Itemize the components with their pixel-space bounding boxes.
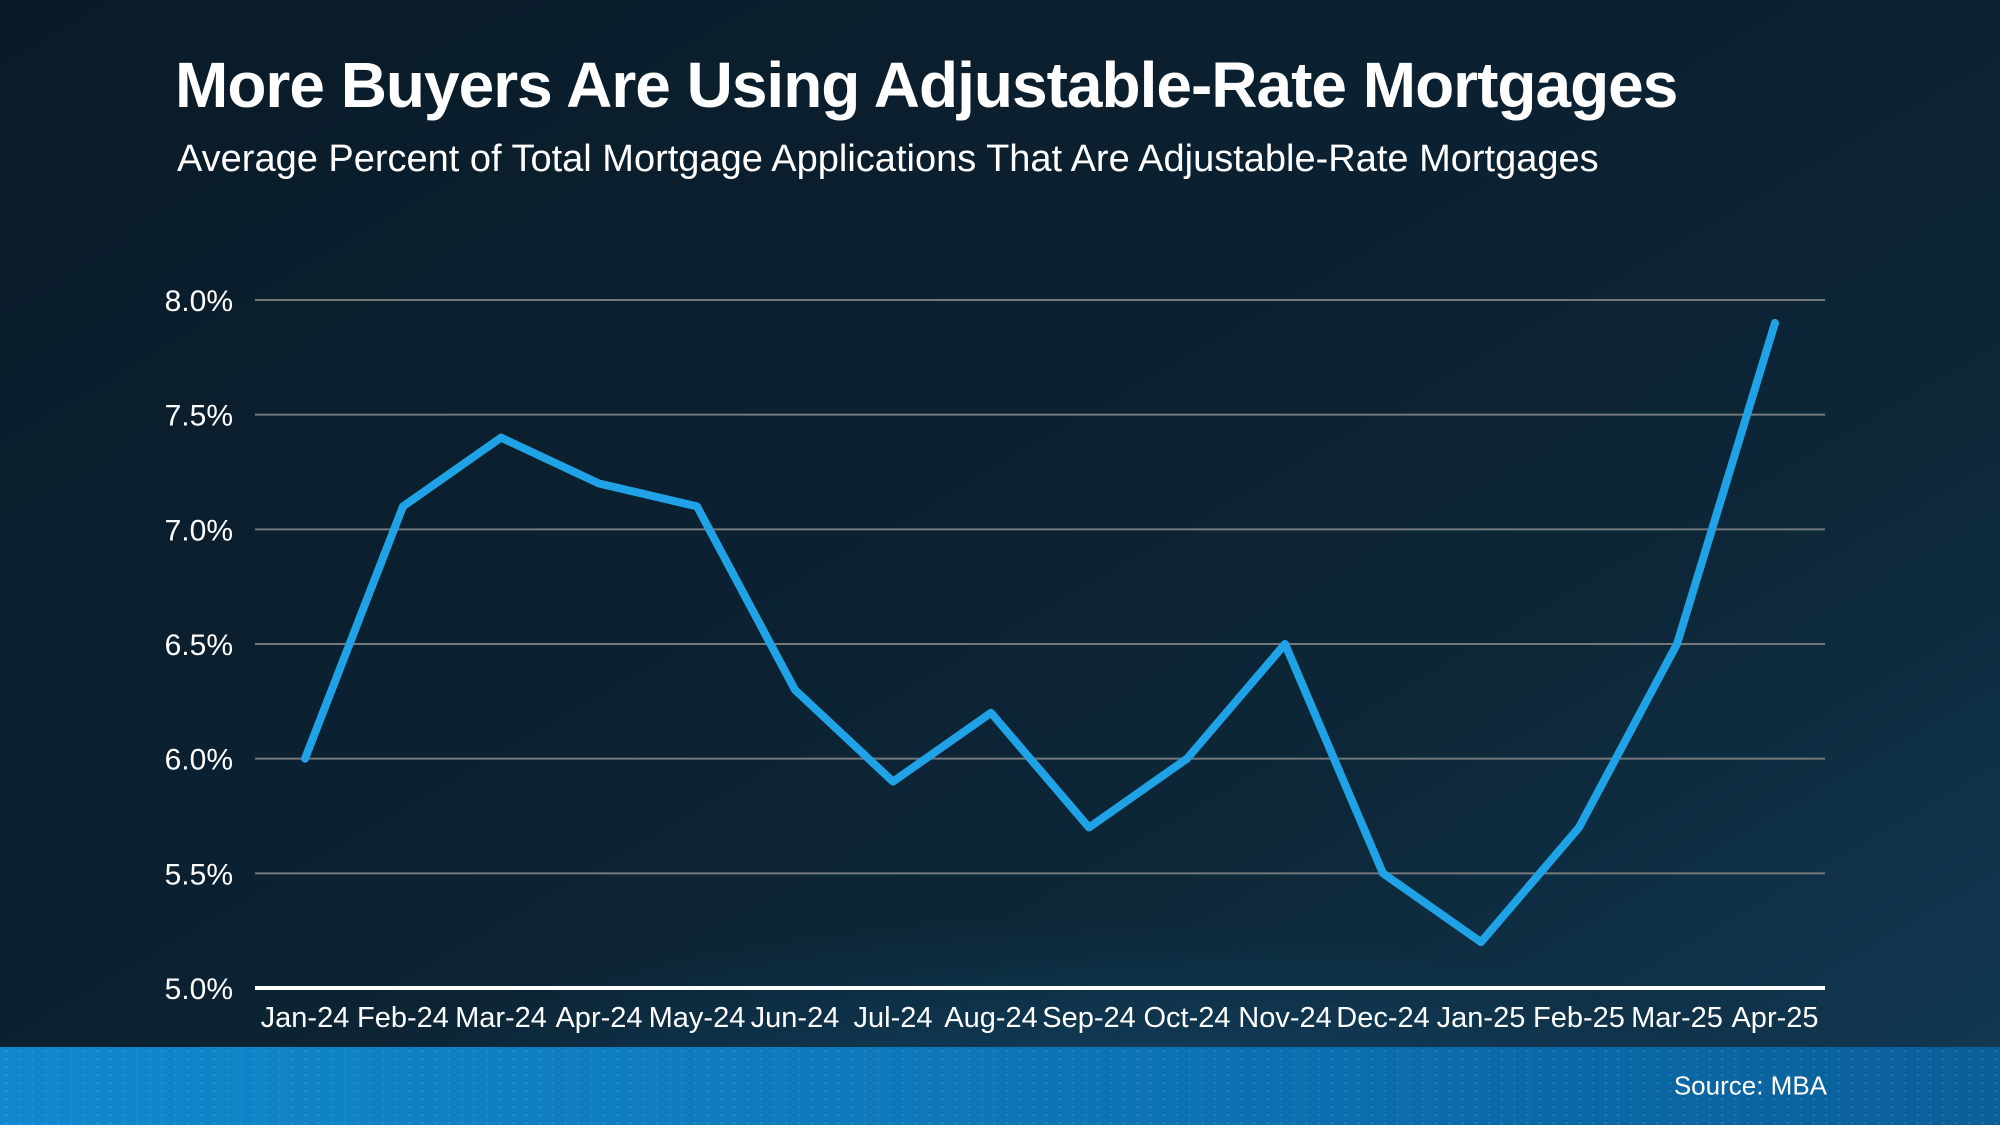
x-tick-label: Jan-24 [261,1002,350,1034]
x-tick-label: Dec-24 [1336,1002,1430,1034]
x-tick-label: Oct-24 [1143,1002,1230,1034]
x-tick-label: Apr-25 [1731,1002,1818,1034]
page-title: More Buyers Are Using Adjustable-Rate Mo… [175,49,1678,121]
source-label: Source: MBA [1673,1070,1827,1101]
x-tick-label: Jun-24 [751,1002,840,1034]
x-tick-label: Jul-24 [854,1002,933,1034]
x-tick-label: Feb-25 [1533,1002,1625,1034]
x-tick-label: Sep-24 [1042,1002,1136,1034]
x-tick-label: Mar-24 [455,1002,547,1034]
y-tick-label: 6.0% [165,744,233,777]
y-tick-label: 5.5% [165,858,233,891]
y-tick-label: 8.0% [165,285,233,318]
page-subtitle: Average Percent of Total Mortgage Applic… [177,138,1599,180]
footer-bar: Source: MBA [0,1047,2000,1125]
x-tick-label: May-24 [649,1002,746,1034]
x-tick-label: Feb-24 [357,1002,449,1034]
y-tick-label: 7.5% [165,400,233,433]
x-tick-label: Aug-24 [944,1002,1038,1034]
x-tick-label: Apr-24 [555,1002,642,1034]
y-tick-label: 6.5% [165,629,233,662]
x-tick-label: Jan-25 [1437,1002,1526,1034]
y-tick-label: 7.0% [165,514,233,547]
x-tick-label: Nov-24 [1238,1002,1332,1034]
data-line [301,318,1779,947]
y-tick-label: 5.0% [165,973,233,1006]
x-tick-label: Mar-25 [1631,1002,1723,1034]
